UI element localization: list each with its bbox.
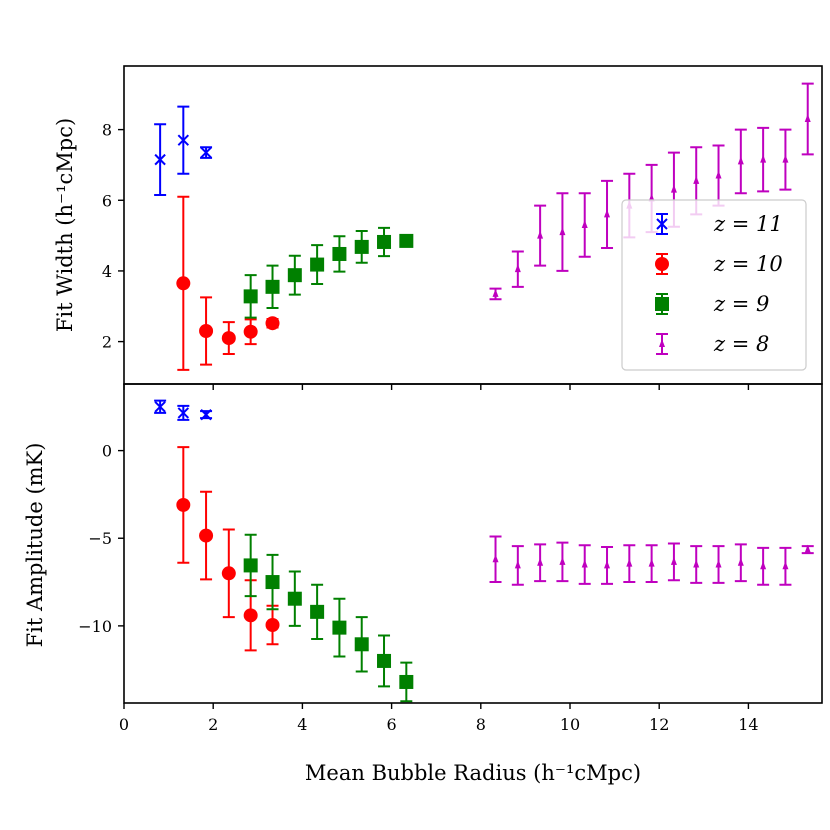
top-data-point [715, 170, 722, 179]
bottom-data-point [399, 674, 414, 689]
bottom-data-point [492, 554, 499, 563]
top-data-point [604, 209, 611, 218]
legend-box [621, 199, 807, 371]
top-data-point [804, 114, 811, 122]
bottom-y-tick-label: −10 [78, 617, 112, 636]
bottom-data-point [265, 618, 280, 633]
top-data-point [737, 156, 744, 165]
top-data-point [760, 154, 767, 163]
legend-label: z = 9 [713, 292, 769, 316]
x-tick-label: 6 [387, 715, 397, 734]
top-data-point [221, 331, 236, 346]
x-tick-label: 8 [476, 715, 486, 734]
x-tick-label: 12 [649, 715, 669, 734]
bottom-panel: 0 −5 −10 0 2 4 6 8 10 12 14 [78, 383, 823, 734]
bottom-data-point [265, 575, 280, 590]
bottom-y-tick-label: 0 [102, 442, 112, 461]
top-data-point [243, 324, 258, 339]
top-data-point [176, 276, 191, 291]
bottom-data-point [581, 559, 588, 568]
bottom-series-3 [489, 535, 814, 586]
bottom-data-point [804, 544, 811, 553]
top-data-point [310, 257, 325, 272]
top-data-point [782, 154, 789, 163]
bottom-series-0 [154, 399, 213, 421]
top-y-tick-label: 4 [102, 262, 112, 281]
legend: z = 11 z = 10 z = 9 z = 8 [621, 199, 807, 371]
top-series-0 [154, 105, 213, 196]
x-axis-label: Mean Bubble Radius (h⁻¹cMpc) [305, 761, 641, 785]
bottom-data-point [782, 561, 789, 570]
legend-marker [655, 297, 669, 311]
top-data-point [354, 239, 369, 254]
bottom-data-point [200, 408, 212, 421]
top-data-point [200, 146, 212, 159]
legend-marker [655, 257, 669, 271]
x-tick-label: 14 [738, 715, 758, 734]
legend-label: z = 8 [713, 332, 769, 356]
bottom-series-1 [176, 446, 280, 652]
bottom-data-point [243, 608, 258, 623]
x-tick-label: 0 [119, 715, 129, 734]
top-y-tick-label: 6 [102, 191, 112, 210]
bottom-data-point [604, 560, 611, 569]
legend-label: z = 10 [713, 252, 783, 276]
top-data-point [332, 246, 347, 261]
top-y-axis-label: Fit Width (h⁻¹cMpc) [53, 118, 77, 332]
top-panel: 2 4 6 8 [102, 65, 823, 390]
top-y-tick-label: 2 [102, 333, 112, 352]
bottom-data-point [737, 557, 744, 566]
top-data-point [399, 233, 414, 248]
bottom-data-point [559, 556, 566, 565]
bottom-data-point [377, 653, 392, 668]
bottom-data-point [715, 559, 722, 568]
bottom-data-point [287, 591, 302, 606]
legend-marker [659, 339, 665, 347]
bottom-data-point [537, 557, 544, 566]
bottom-data-point [199, 528, 214, 543]
top-data-point [177, 134, 190, 146]
legend-label: z = 11 [713, 212, 783, 236]
x-tick-label: 2 [208, 715, 218, 734]
x-tick-label: 10 [560, 715, 580, 734]
bottom-y-axis-label: Fit Amplitude (mK) [23, 443, 47, 648]
top-data-point [693, 175, 700, 184]
top-data-point [265, 316, 280, 331]
bottom-data-point [648, 558, 655, 567]
top-data-point [581, 220, 588, 228]
top-data-point [154, 153, 166, 166]
top-data-point [265, 279, 280, 294]
top-series-1 [176, 195, 280, 371]
bottom-data-point [177, 407, 190, 419]
legend-marker [656, 218, 668, 230]
top-data-point [377, 234, 392, 249]
top-data-point [670, 184, 677, 193]
bottom-series-2 [243, 533, 414, 703]
top-data-point [492, 288, 499, 297]
top-data-point [514, 264, 521, 273]
bottom-data-point [243, 558, 258, 573]
bottom-data-point [310, 604, 325, 619]
top-data-point [243, 289, 258, 304]
bottom-data-point [760, 561, 767, 570]
x-tick-label: 4 [297, 715, 307, 734]
top-data-point [537, 230, 544, 239]
top-data-point [199, 324, 214, 338]
top-series-2 [243, 226, 414, 319]
bottom-data-point [176, 497, 191, 512]
bottom-y-tick-label: −5 [88, 529, 112, 548]
bottom-data-point [693, 559, 700, 568]
bottom-data-point [670, 556, 677, 565]
bottom-data-point [221, 566, 236, 581]
bottom-data-point [626, 558, 633, 567]
bottom-data-point [354, 637, 369, 652]
top-data-point [287, 268, 302, 283]
top-y-tick-label: 8 [102, 121, 112, 140]
bottom-data-point [154, 401, 166, 413]
top-data-point [559, 227, 566, 236]
bottom-axes-frame [123, 383, 823, 704]
bottom-data-point [332, 620, 347, 635]
bottom-data-point [514, 560, 521, 569]
